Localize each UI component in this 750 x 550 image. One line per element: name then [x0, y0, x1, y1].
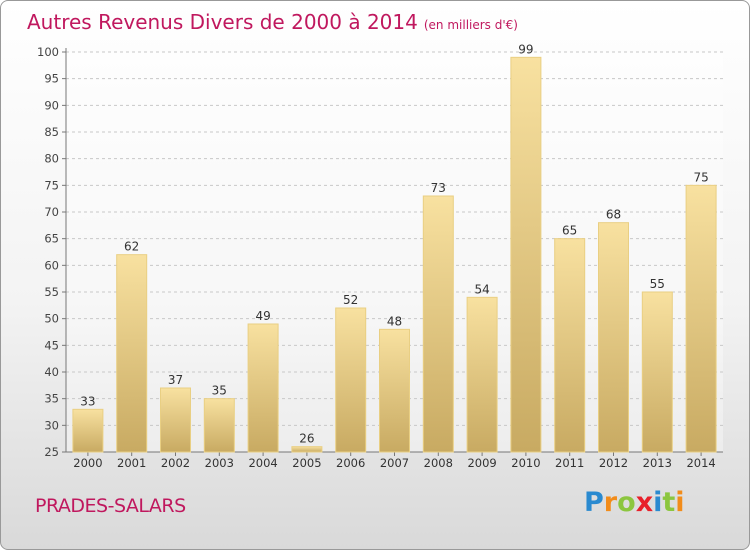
x-tick-label-2014: 2014 — [686, 456, 715, 470]
value-label-2008: 73 — [431, 181, 446, 195]
x-tick-label-2004: 2004 — [248, 456, 277, 470]
value-label-2000: 33 — [80, 394, 95, 408]
y-tick-label: 70 — [44, 205, 59, 219]
y-tick-label: 50 — [44, 312, 59, 326]
logo-letter: x — [635, 487, 654, 518]
logo-letter: r — [603, 487, 618, 518]
logo-letter: t — [662, 487, 676, 518]
bar-2009 — [466, 296, 498, 453]
value-label-2013: 55 — [650, 277, 665, 291]
value-label-2014: 75 — [693, 170, 708, 184]
y-tick-label: 85 — [44, 125, 59, 139]
bar-2001 — [116, 254, 148, 453]
bar-2013 — [641, 291, 673, 453]
chart-title: Autres Revenus Divers de 2000 à 2014 (en … — [27, 10, 518, 34]
bar-2005 — [291, 446, 323, 453]
bar-2014 — [685, 184, 717, 453]
bar-2000 — [72, 408, 104, 453]
y-tick-label: 60 — [44, 258, 59, 272]
value-label-2012: 68 — [606, 208, 621, 222]
x-tick-label-2011: 2011 — [555, 456, 584, 470]
bar-2002 — [160, 387, 191, 453]
value-label-2010: 99 — [518, 42, 533, 56]
x-tick-label-2012: 2012 — [599, 456, 628, 470]
x-tick-label-2005: 2005 — [292, 456, 321, 470]
x-tick-label-2013: 2013 — [643, 456, 672, 470]
y-tick-label: 100 — [37, 45, 59, 59]
x-tick-label-2001: 2001 — [117, 456, 146, 470]
title-unit: (en milliers d'€) — [423, 18, 518, 32]
x-tick-label-2006: 2006 — [336, 456, 365, 470]
x-tick-label-2003: 2003 — [205, 456, 234, 470]
bar-2011 — [554, 238, 586, 453]
x-tick-label-2008: 2008 — [424, 456, 453, 470]
logo-letter: o — [617, 487, 636, 518]
value-label-2011: 65 — [562, 224, 577, 238]
logo-letter: i — [675, 487, 685, 518]
logo-letter: P — [584, 487, 604, 518]
bar-2007 — [379, 328, 410, 453]
value-label-2003: 35 — [212, 384, 227, 398]
x-tick-label-2002: 2002 — [161, 456, 190, 470]
y-tick-label: 30 — [44, 418, 59, 432]
x-tick-label-2009: 2009 — [467, 456, 496, 470]
y-tick-label: 65 — [44, 232, 59, 246]
y-tick-label: 75 — [44, 178, 59, 192]
bar-2010 — [510, 56, 542, 453]
y-tick-label: 95 — [44, 72, 59, 86]
y-tick-label: 55 — [44, 285, 59, 299]
y-tick-label: 80 — [44, 152, 59, 166]
value-label-2002: 37 — [168, 373, 183, 387]
value-label-2007: 48 — [387, 314, 402, 328]
value-label-2009: 54 — [474, 282, 489, 296]
value-label-2005: 26 — [299, 432, 314, 446]
proxiti-logo: Proxiti — [584, 487, 685, 518]
bar-2012 — [598, 222, 629, 453]
bar-2008 — [422, 195, 454, 453]
x-tick-label-2007: 2007 — [380, 456, 409, 470]
value-label-2004: 49 — [255, 309, 270, 323]
value-label-2001: 62 — [124, 240, 139, 254]
commune-name: PRADES-SALARS — [35, 495, 186, 517]
bar-2004 — [247, 323, 279, 453]
x-tick-label-2000: 2000 — [73, 456, 102, 470]
logo-letter: i — [653, 487, 663, 518]
y-tick-label: 40 — [44, 365, 59, 379]
y-tick-label: 35 — [44, 392, 59, 406]
x-tick-label-2010: 2010 — [511, 456, 540, 470]
bar-2003 — [203, 398, 235, 453]
y-tick-label: 25 — [44, 445, 59, 459]
y-tick-label: 45 — [44, 338, 59, 352]
value-label-2006: 52 — [343, 293, 358, 307]
bar-2006 — [335, 307, 367, 453]
y-tick-label: 90 — [44, 98, 59, 112]
